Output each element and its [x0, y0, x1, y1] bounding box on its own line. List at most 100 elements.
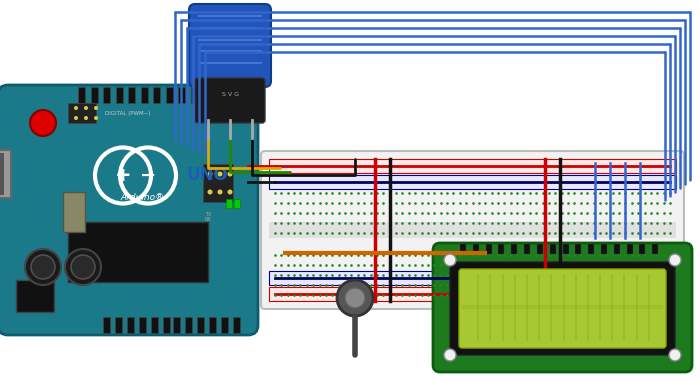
- Bar: [498, 244, 505, 254]
- Bar: [173, 317, 180, 333]
- Bar: [477, 274, 480, 341]
- Bar: [0, 150, 11, 198]
- Bar: [90, 87, 97, 103]
- Bar: [103, 87, 110, 103]
- Bar: [190, 87, 197, 103]
- Bar: [68, 221, 208, 281]
- Circle shape: [669, 254, 681, 266]
- Text: +: +: [115, 166, 132, 185]
- Bar: [141, 87, 148, 103]
- Bar: [127, 317, 134, 333]
- Circle shape: [218, 171, 223, 176]
- FancyBboxPatch shape: [261, 151, 684, 309]
- Bar: [538, 274, 540, 341]
- Circle shape: [444, 254, 456, 266]
- Bar: [269, 287, 676, 301]
- Bar: [139, 317, 146, 333]
- Bar: [462, 305, 663, 309]
- Bar: [151, 317, 158, 333]
- Bar: [203, 87, 210, 103]
- Bar: [563, 244, 568, 254]
- Bar: [514, 274, 516, 341]
- Text: Arduino®: Arduino®: [121, 193, 165, 202]
- Bar: [209, 317, 216, 333]
- Bar: [103, 317, 110, 333]
- Bar: [502, 274, 503, 341]
- Circle shape: [74, 106, 78, 110]
- Circle shape: [228, 171, 232, 176]
- Bar: [486, 244, 491, 254]
- Bar: [526, 274, 528, 341]
- Bar: [588, 244, 594, 254]
- Circle shape: [71, 255, 95, 279]
- Bar: [489, 274, 491, 341]
- Bar: [221, 317, 228, 333]
- FancyBboxPatch shape: [433, 243, 692, 372]
- Bar: [128, 87, 135, 103]
- Circle shape: [228, 189, 232, 194]
- Text: −: −: [140, 166, 156, 185]
- FancyBboxPatch shape: [0, 85, 258, 335]
- Bar: [115, 317, 122, 333]
- Bar: [241, 87, 248, 103]
- Circle shape: [25, 249, 61, 285]
- Bar: [636, 274, 638, 341]
- Bar: [185, 317, 192, 333]
- Bar: [16, 280, 54, 312]
- Bar: [63, 192, 85, 232]
- Text: UNO: UNO: [186, 166, 228, 184]
- Bar: [624, 274, 625, 341]
- Bar: [228, 87, 235, 103]
- Bar: [550, 244, 556, 254]
- Bar: [626, 244, 633, 254]
- Bar: [203, 164, 233, 202]
- Bar: [611, 274, 613, 341]
- Bar: [269, 271, 676, 285]
- Text: S V G: S V G: [221, 92, 239, 97]
- Circle shape: [65, 249, 101, 285]
- Bar: [116, 87, 122, 103]
- Bar: [473, 244, 479, 254]
- Bar: [233, 317, 240, 333]
- Text: TX
RX: TX RX: [204, 211, 211, 222]
- Bar: [269, 159, 676, 173]
- FancyBboxPatch shape: [459, 269, 666, 348]
- Circle shape: [74, 116, 78, 120]
- Bar: [648, 274, 650, 341]
- Bar: [216, 87, 223, 103]
- Bar: [524, 244, 530, 254]
- Circle shape: [345, 288, 365, 308]
- Bar: [599, 274, 601, 341]
- Bar: [587, 274, 589, 341]
- Bar: [575, 274, 577, 341]
- FancyBboxPatch shape: [450, 262, 675, 355]
- Bar: [0, 153, 4, 195]
- Bar: [269, 175, 676, 189]
- Circle shape: [94, 116, 98, 120]
- Bar: [639, 244, 645, 254]
- Circle shape: [444, 349, 456, 361]
- Bar: [153, 87, 160, 103]
- FancyBboxPatch shape: [195, 78, 265, 123]
- Bar: [537, 244, 543, 254]
- Bar: [68, 103, 96, 123]
- Circle shape: [31, 255, 55, 279]
- Circle shape: [207, 171, 213, 176]
- Bar: [652, 244, 658, 254]
- Circle shape: [30, 110, 56, 136]
- Text: DIGITAL (PWM~): DIGITAL (PWM~): [105, 110, 150, 116]
- Bar: [575, 244, 581, 254]
- Circle shape: [84, 106, 88, 110]
- Circle shape: [669, 349, 681, 361]
- Circle shape: [218, 189, 223, 194]
- Circle shape: [94, 106, 98, 110]
- Bar: [226, 199, 232, 208]
- Bar: [460, 244, 466, 254]
- Bar: [178, 87, 185, 103]
- Bar: [234, 199, 240, 208]
- Circle shape: [207, 189, 213, 194]
- Bar: [601, 244, 607, 254]
- Bar: [550, 274, 552, 341]
- Bar: [165, 87, 172, 103]
- Bar: [614, 244, 620, 254]
